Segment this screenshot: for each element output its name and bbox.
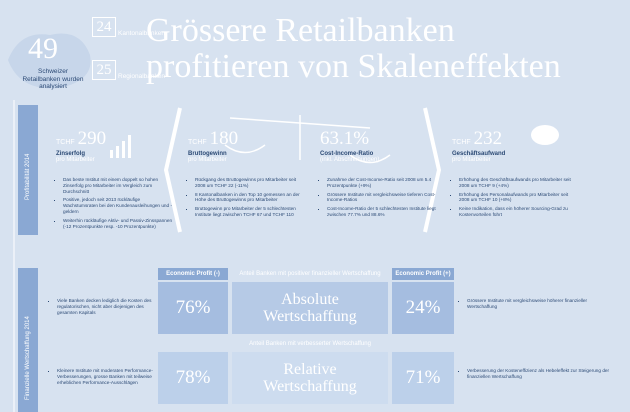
share-positive: 24% — [392, 282, 454, 334]
bracket — [423, 107, 442, 233]
bullet: Grössere Institute mit vergleichsweise t… — [327, 192, 439, 204]
economic-profit-negative: Economic Profit (-) — [158, 268, 228, 280]
kpi-sub: (inkl. Abschreibungen) — [320, 157, 380, 163]
bullet: Bruttogewinn pro Mitarbeiter der 5 schle… — [195, 206, 307, 218]
section-label: Finanzielle Wertschaffung 2014 — [25, 316, 31, 400]
bullet: 8 Kantonalbanken in den Top 10 gemessen … — [195, 192, 307, 204]
kpi-unit: TCHF — [452, 139, 471, 146]
measure-title: Absolute — [281, 291, 339, 308]
kpi-caption: Cost-Income-Ratio — [320, 151, 374, 157]
section-label: Profitabilität 2014 — [25, 153, 31, 200]
measure-title: Wertschaffung — [263, 308, 357, 325]
measure-box: Absolute Wertschaffung — [232, 282, 388, 334]
kpi-value: 290 — [77, 128, 107, 149]
section-tab — [18, 268, 38, 412]
row-header: Anteil Banken mit verbesserter Wertschaf… — [249, 341, 371, 347]
kpi-sub: pro Mitarbeiter — [56, 157, 95, 163]
bullet-list: Rückgang des Bruttogewinns pro Mitarbeit… — [188, 177, 307, 218]
kpi-value: 63.1% — [320, 128, 370, 149]
piggy-icon — [531, 125, 559, 145]
scale-icon — [224, 115, 391, 164]
kpi-caption: Zinserfolg — [56, 151, 86, 157]
kpi-sub: pro Mitarbeiter — [188, 157, 227, 163]
share-negative: 76% — [158, 282, 228, 334]
title: Grössere Retailbanken — [146, 12, 455, 49]
bullet: Viele Banken decken lediglich die Kosten… — [57, 298, 157, 315]
kpi-head: TCHF 290 — [56, 128, 181, 150]
kpi-sub: pro Mitarbeiter — [452, 157, 491, 163]
kpi-head: TCHF 232 — [452, 128, 577, 150]
bar-icon — [110, 135, 131, 158]
kpi-value: 232 — [473, 128, 503, 149]
group-label: Kantonalbanken — [118, 30, 165, 37]
bullet: Erhöhung des Geschäftsaufwands pro Mitar… — [459, 177, 571, 189]
map-shape — [8, 33, 91, 89]
bullet-list: Kleinere Institute mit moderaten Perform… — [50, 368, 157, 388]
bullet: Verbesserung der Kosteneffizienz als Heb… — [467, 368, 617, 380]
bullet: Kleinere Institute mit moderaten Perform… — [57, 368, 157, 385]
bullet: Weiterhin rückläufige Aktiv- und Passiv-… — [63, 218, 175, 230]
bullet-list: Zunahme der Cost-Income-Ratio seit 2008 … — [320, 177, 439, 218]
share-positive: 71% — [392, 352, 454, 404]
kpi-caption: Bruttogewinn — [188, 151, 227, 157]
section-tab — [18, 105, 38, 235]
bullet: Grössere Institute mit vergleichsweise h… — [467, 298, 617, 310]
kpi-unit: TCHF — [56, 139, 75, 146]
kpi-unit: TCHF — [188, 139, 207, 146]
economic-profit-positive: Economic Profit (+) — [392, 268, 454, 280]
bullet: Keine Indikation, dass ein höherer Sourc… — [459, 206, 571, 218]
kpi-head: TCHF 180 — [188, 128, 313, 150]
group-number: 24 — [92, 17, 116, 37]
bullet: Rückgang des Bruttogewinns pro Mitarbeit… — [195, 177, 307, 189]
bullet: Das beste Institut mit einem doppelt so … — [63, 177, 175, 194]
title: profitieren von Skaleneffekten — [146, 48, 561, 85]
bracket — [163, 107, 182, 233]
kpi: 63.1% Cost-Income-Ratio (inkl. Abschreibun… — [320, 128, 445, 221]
kpi-caption: Geschäftsaufwand — [452, 151, 506, 157]
bullet-list: Viele Banken decken lediglich die Kosten… — [50, 298, 157, 318]
bullet-list: Verbesserung der Kosteneffizienz als Heb… — [460, 368, 617, 383]
measure-title: Wertschaffung — [263, 378, 357, 395]
share-negative: 78% — [158, 352, 228, 404]
bullet: Erhöhung des Personalaufwands pro Mitarb… — [459, 192, 571, 204]
row-header: Anteil Banken mit positiver finanzieller… — [239, 271, 381, 277]
kpi-value: 180 — [209, 128, 239, 149]
group-number: 25 — [92, 60, 116, 80]
bullet-list: Erhöhung des Geschäftsaufwands pro Mitar… — [452, 177, 571, 218]
bullet: Cost-Income-Ratio der 5 schlechtesten In… — [327, 206, 439, 218]
bullet: Positive, jedoch seit 2013 rückläufige W… — [63, 197, 175, 214]
bullet-list: Das beste Institut mit einem doppelt so … — [56, 177, 175, 229]
count: 49 — [28, 32, 58, 65]
count-label: Schweizer Retailbanken wurden analysiert — [22, 68, 84, 90]
bullet-list: Grössere Institute mit vergleichsweise h… — [460, 298, 617, 313]
measure-title: Relative — [283, 361, 337, 378]
group-label: Regionalbanken — [118, 73, 165, 80]
bullet: Zunahme der Cost-Income-Ratio seit 2008 … — [327, 177, 439, 189]
measure-box: Relative Wertschaffung — [232, 352, 388, 404]
kpi-head: 63.1% — [320, 128, 445, 150]
